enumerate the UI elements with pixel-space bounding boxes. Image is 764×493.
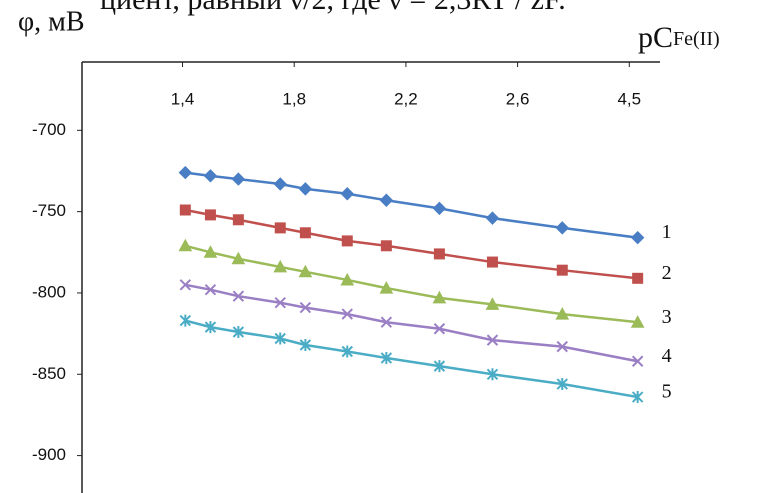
series-line [185,208,638,280]
marker [203,245,218,258]
marker [555,307,570,320]
marker [433,360,446,373]
marker [485,297,500,310]
marker [433,248,445,260]
marker [274,222,286,234]
marker [341,235,353,247]
marker [203,169,218,183]
x-tick-label: 2,6 [506,89,530,108]
marker [632,272,644,284]
marker [379,193,394,207]
marker [179,314,192,327]
marker [299,338,312,351]
marker [298,182,313,196]
marker [555,221,569,235]
series-line [185,283,638,363]
marker [299,301,312,314]
marker [486,256,498,268]
x-axis-label: pCFe(II) [638,21,720,54]
marker [231,251,246,265]
marker [274,297,286,309]
y-tick-label: -800 [32,282,66,301]
marker [204,283,217,296]
series-line [185,171,638,239]
marker [232,325,245,338]
marker [231,172,246,186]
marker [432,290,447,304]
series-label: 3 [662,306,672,328]
marker [204,321,217,334]
marker [274,332,286,345]
marker [631,355,644,367]
marker [298,264,313,278]
marker [630,315,645,328]
marker [380,240,392,252]
marker [486,368,499,381]
series-label: 5 [662,381,672,403]
marker [179,204,191,216]
marker [232,290,245,302]
x-tick-label: 2,2 [394,89,418,108]
marker [380,352,393,365]
marker [486,334,499,346]
marker [340,187,354,201]
y-axis-label: φ, мВ [18,6,85,37]
marker [485,211,500,225]
x-axis-label-main: pC [638,21,673,54]
marker [340,272,355,286]
marker [556,340,568,353]
x-tick-label: 1,4 [171,89,195,108]
marker [341,345,353,358]
marker [178,165,193,180]
series-label: 4 [662,345,672,367]
marker [631,391,644,404]
marker [630,230,645,245]
marker [341,308,353,320]
y-tick-label: -850 [32,364,66,383]
x-tick-label: 4,5 [617,89,641,108]
y-tick-label: -900 [32,445,66,464]
marker [273,177,287,191]
series-label: 2 [662,262,672,284]
header-text: циент, равный ν/2, где ν = 2,3RT / zF. [100,0,566,16]
series-line [185,244,638,324]
marker [379,281,394,294]
marker [380,316,393,328]
marker [556,264,568,276]
y-tick-label: -750 [32,201,66,220]
marker [432,201,447,216]
marker [178,238,193,252]
marker [556,378,568,391]
x-axis-label-sub: Fe(II) [673,28,720,50]
marker [299,227,311,239]
marker [433,323,446,335]
marker [179,279,192,291]
marker [204,209,216,221]
marker [232,214,244,226]
marker [273,259,288,273]
series-line [185,319,638,399]
x-tick-label: 1,8 [282,89,306,108]
series-label: 1 [662,221,672,243]
y-tick-label: -700 [32,120,66,139]
